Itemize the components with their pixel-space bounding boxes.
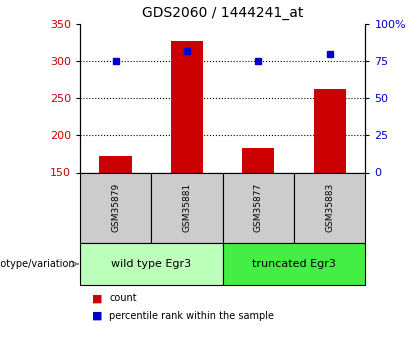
Text: ■: ■ (92, 294, 103, 303)
Text: GSM35879: GSM35879 (111, 183, 120, 233)
Bar (242, 148, 274, 172)
Bar (171, 41, 203, 172)
Text: GSM35877: GSM35877 (254, 183, 263, 233)
Text: genotype/variation: genotype/variation (0, 259, 76, 269)
Text: truncated Egr3: truncated Egr3 (252, 259, 336, 269)
Text: percentile rank within the sample: percentile rank within the sample (109, 311, 274, 321)
Text: count: count (109, 294, 137, 303)
Text: GSM35883: GSM35883 (325, 183, 334, 233)
Title: GDS2060 / 1444241_at: GDS2060 / 1444241_at (142, 6, 303, 20)
Text: GSM35881: GSM35881 (182, 183, 192, 233)
Bar (314, 89, 346, 172)
Text: ■: ■ (92, 311, 103, 321)
Text: wild type Egr3: wild type Egr3 (111, 259, 191, 269)
Bar (100, 156, 131, 172)
